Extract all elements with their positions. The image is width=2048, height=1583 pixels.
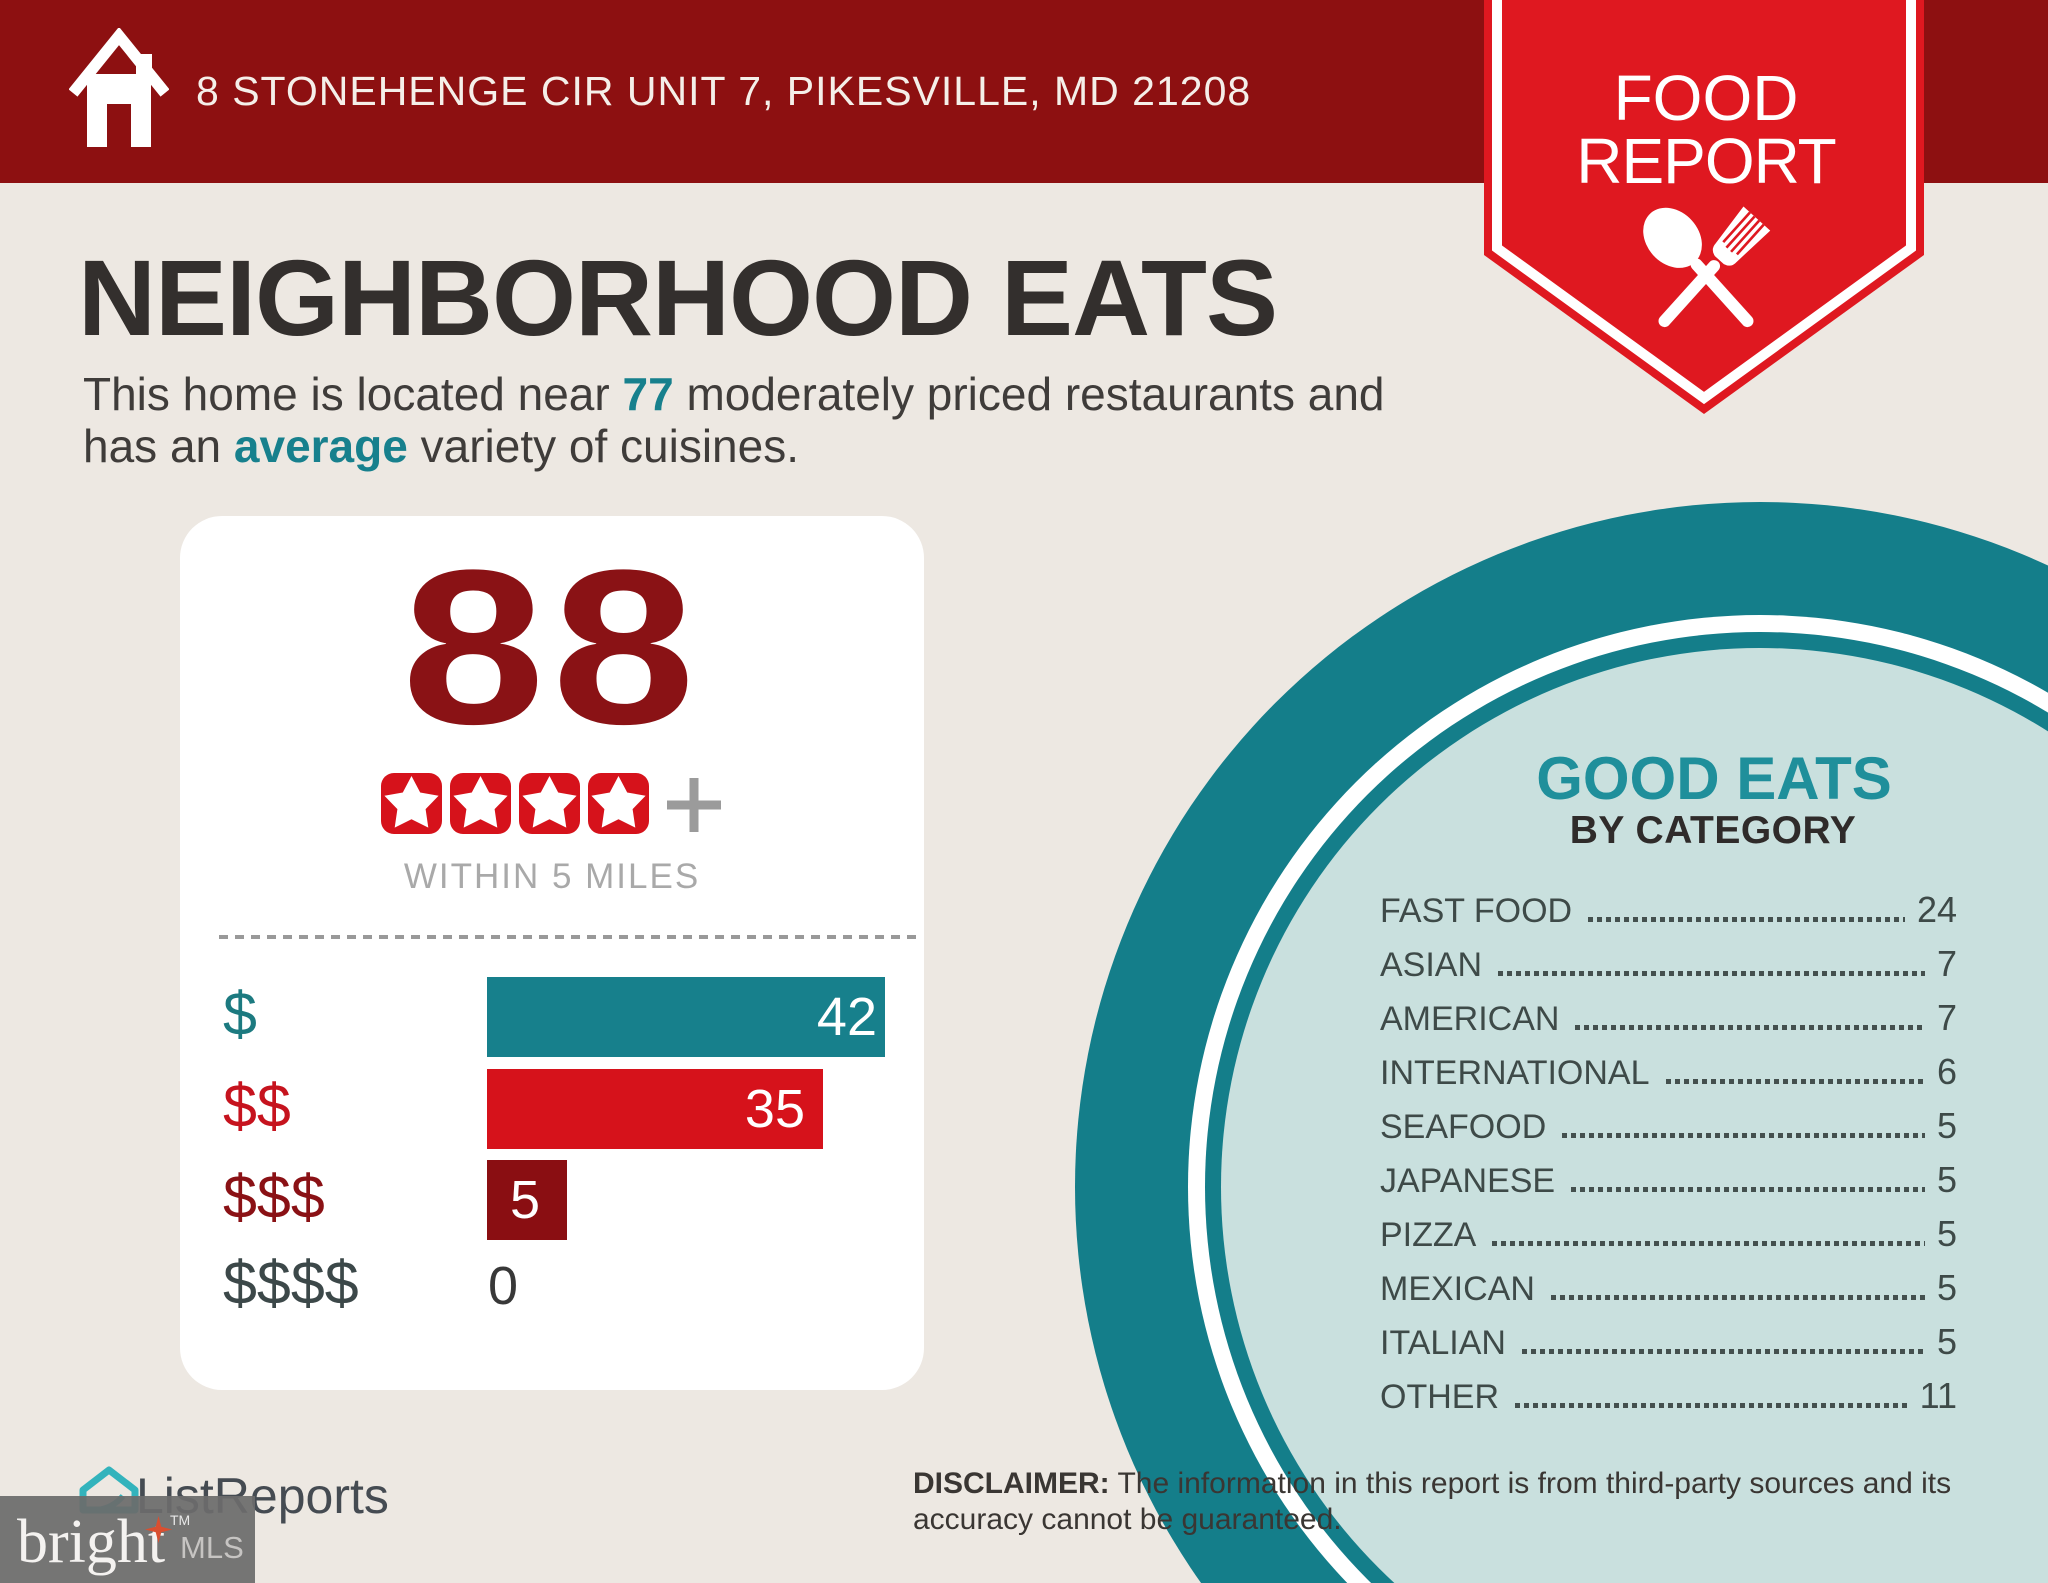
svg-text:FOOD: FOOD [1614, 62, 1799, 134]
svg-text:REPORT: REPORT [1576, 125, 1836, 197]
